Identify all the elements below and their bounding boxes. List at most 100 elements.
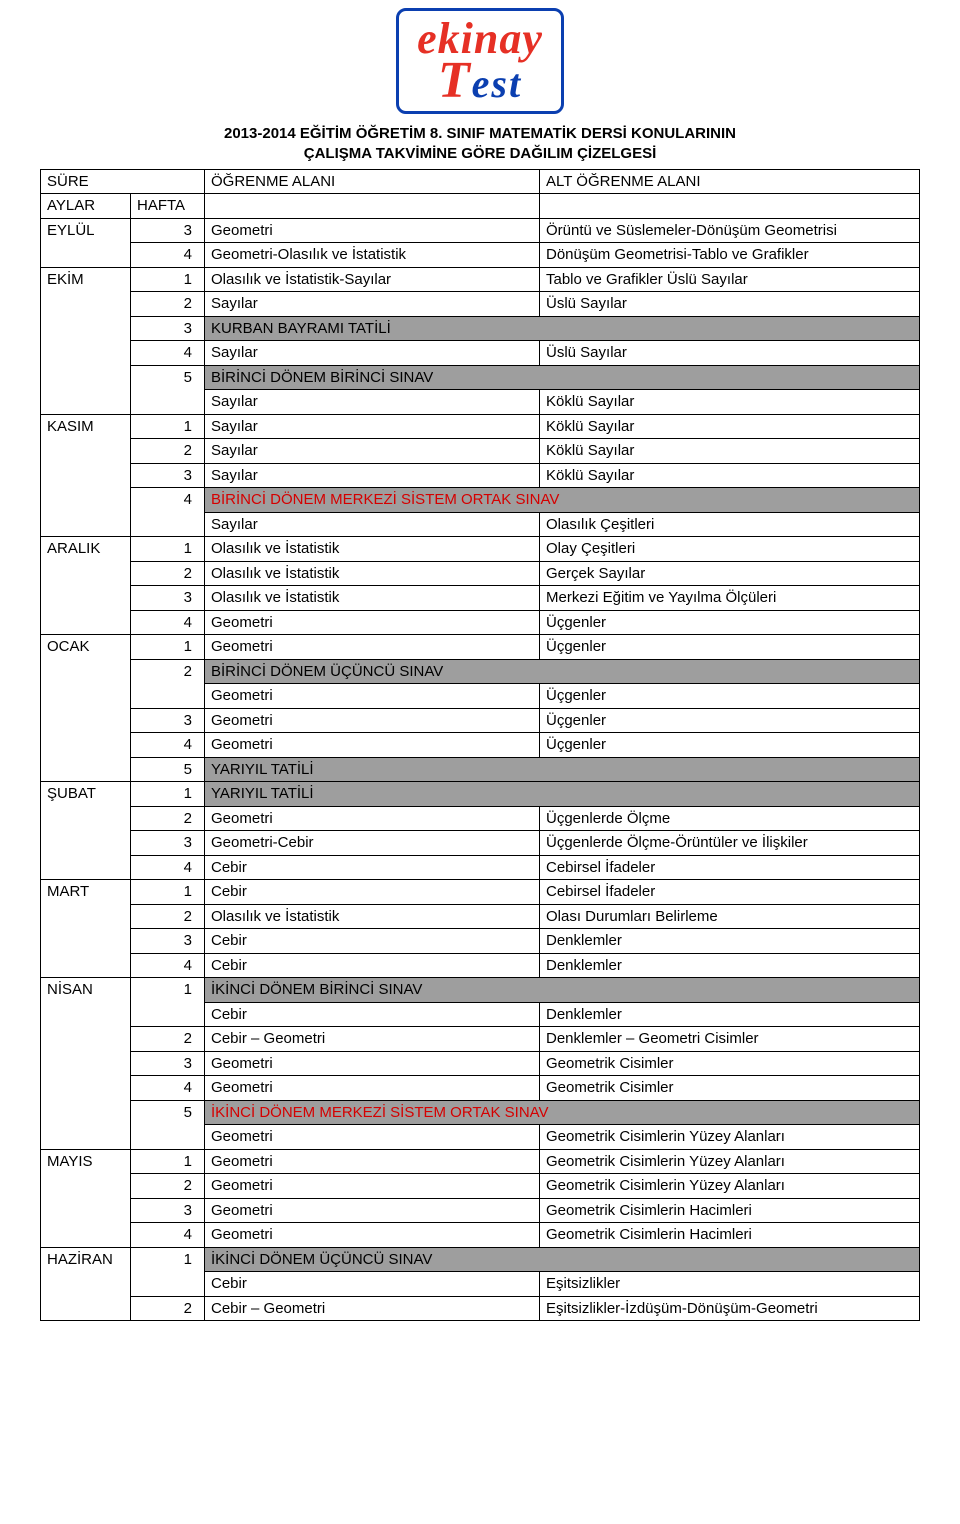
- topic-cell: Üçgenler: [540, 708, 920, 733]
- table-row: HAZİRAN 1 İKİNCİ DÖNEM ÜÇÜNCÜ SINAV: [41, 1247, 920, 1272]
- subject-cell: Cebir – Geometri: [205, 1027, 540, 1052]
- month-mayis: MAYIS: [41, 1149, 131, 1247]
- table-row: 3 Olasılık ve İstatistik Merkezi Eğitim …: [41, 586, 920, 611]
- week-num: 1: [131, 635, 205, 660]
- table-row: ŞUBAT 1 YARIYIL TATİLİ: [41, 782, 920, 807]
- week-num: 4: [131, 855, 205, 880]
- month-ocak: OCAK: [41, 635, 131, 782]
- topic-cell: Eşitsizlikler: [540, 1272, 920, 1297]
- subject-cell: Geometri: [205, 218, 540, 243]
- subject-cell: Cebir: [205, 880, 540, 905]
- topic-cell: Üçgenlerde Ölçme: [540, 806, 920, 831]
- exam-banner: İKİNCİ DÖNEM BİRİNCİ SINAV: [205, 978, 920, 1003]
- topic-cell: Eşitsizlikler-İzdüşüm-Dönüşüm-Geometri: [540, 1296, 920, 1321]
- week-num: 2: [131, 1296, 205, 1321]
- week-num: 2: [131, 439, 205, 464]
- central-exam-banner: İKİNCİ DÖNEM MERKEZİ SİSTEM ORTAK SINAV: [205, 1100, 920, 1125]
- subject-cell: Sayılar: [205, 463, 540, 488]
- month-aralik: ARALIK: [41, 537, 131, 635]
- topic-cell: Geometrik Cisimler: [540, 1051, 920, 1076]
- week-num: 3: [131, 1051, 205, 1076]
- table-row: 3 Geometri-Cebir Üçgenlerde Ölçme-Örüntü…: [41, 831, 920, 856]
- week-num: 4: [131, 243, 205, 268]
- subject-cell: Olasılık ve İstatistik: [205, 537, 540, 562]
- month-kasim: KASIM: [41, 414, 131, 537]
- table-row: 2 BİRİNCİ DÖNEM ÜÇÜNCÜ SINAV: [41, 659, 920, 684]
- subject-cell: Olasılık ve İstatistik: [205, 904, 540, 929]
- month-eylul: EYLÜL: [41, 218, 131, 267]
- subject-cell: Geometri: [205, 1198, 540, 1223]
- table-row: 2 Sayılar Köklü Sayılar: [41, 439, 920, 464]
- subject-cell: Sayılar: [205, 512, 540, 537]
- holiday-banner: YARIYIL TATİLİ: [205, 782, 920, 807]
- topic-cell: Geometrik Cisimlerin Yüzey Alanları: [540, 1149, 920, 1174]
- subject-cell: Cebir: [205, 953, 540, 978]
- week-num: 3: [131, 316, 205, 341]
- week-num: 4: [131, 733, 205, 758]
- empty-cell: [205, 194, 540, 219]
- month-haziran: HAZİRAN: [41, 1247, 131, 1321]
- topic-cell: Üslü Sayılar: [540, 341, 920, 366]
- subject-cell: Geometri: [205, 1051, 540, 1076]
- table-row: 4 Geometri Geometrik Cisimlerin Hacimler…: [41, 1223, 920, 1248]
- topic-cell: Geometrik Cisimlerin Hacimleri: [540, 1223, 920, 1248]
- table-row: 4 Geometri Üçgenler: [41, 610, 920, 635]
- table-row: 3 KURBAN BAYRAMI TATİLİ: [41, 316, 920, 341]
- topic-cell: Denklemler: [540, 929, 920, 954]
- subject-cell: Geometri: [205, 1149, 540, 1174]
- topic-cell: Köklü Sayılar: [540, 414, 920, 439]
- table-row: 2 Cebir – Geometri Eşitsizlikler-İzdüşüm…: [41, 1296, 920, 1321]
- topic-cell: Cebirsel İfadeler: [540, 855, 920, 880]
- week-num: 1: [131, 880, 205, 905]
- document-title: 2013-2014 EĞİTİM ÖĞRETİM 8. SINIF MATEMA…: [40, 124, 920, 165]
- topic-cell: Köklü Sayılar: [540, 390, 920, 415]
- table-row: 3 Geometri Geometrik Cisimler: [41, 1051, 920, 1076]
- subject-cell: Cebir: [205, 929, 540, 954]
- table-row: 4 BİRİNCİ DÖNEM MERKEZİ SİSTEM ORTAK SIN…: [41, 488, 920, 513]
- topic-cell: Geometrik Cisimler: [540, 1076, 920, 1101]
- week-num: 4: [131, 953, 205, 978]
- week-num: 2: [131, 1027, 205, 1052]
- topic-cell: Olay Çeşitleri: [540, 537, 920, 562]
- table-row: 4 Cebir Denklemler: [41, 953, 920, 978]
- topic-cell: Cebirsel İfadeler: [540, 880, 920, 905]
- table-row: 2 Olasılık ve İstatistik Gerçek Sayılar: [41, 561, 920, 586]
- table-row: OCAK 1 Geometri Üçgenler: [41, 635, 920, 660]
- week-num: 2: [131, 806, 205, 831]
- subject-cell: Sayılar: [205, 292, 540, 317]
- header-aylar: AYLAR: [41, 194, 131, 219]
- table-row: 3 Geometri Geometrik Cisimlerin Hacimler…: [41, 1198, 920, 1223]
- subject-cell: Geometri: [205, 1223, 540, 1248]
- topic-cell: Denklemler: [540, 1002, 920, 1027]
- table-row: NİSAN 1 İKİNCİ DÖNEM BİRİNCİ SINAV: [41, 978, 920, 1003]
- title-line1: 2013-2014 EĞİTİM ÖĞRETİM 8. SINIF MATEMA…: [40, 124, 920, 144]
- table-row: MAYIS 1 Geometri Geometrik Cisimlerin Yü…: [41, 1149, 920, 1174]
- week-num: 2: [131, 659, 205, 708]
- week-num: 4: [131, 341, 205, 366]
- topic-cell: Köklü Sayılar: [540, 439, 920, 464]
- week-num: 2: [131, 292, 205, 317]
- topic-cell: Üçgenler: [540, 684, 920, 709]
- week-num: 3: [131, 586, 205, 611]
- table-row: KASIM 1 Sayılar Köklü Sayılar: [41, 414, 920, 439]
- subject-cell: Geometri: [205, 806, 540, 831]
- subject-cell: Geometri-Olasılık ve İstatistik: [205, 243, 540, 268]
- table-row: 2 Olasılık ve İstatistik Olası Durumları…: [41, 904, 920, 929]
- week-num: 3: [131, 218, 205, 243]
- header-row-2: AYLAR HAFTA: [41, 194, 920, 219]
- topic-cell: Olasılık Çeşitleri: [540, 512, 920, 537]
- subject-cell: Geometri-Cebir: [205, 831, 540, 856]
- subject-cell: Olasılık ve İstatistik-Sayılar: [205, 267, 540, 292]
- topic-cell: Üçgenler: [540, 635, 920, 660]
- subject-cell: Cebir: [205, 1002, 540, 1027]
- subject-cell: Cebir: [205, 1272, 540, 1297]
- week-num: 3: [131, 708, 205, 733]
- week-num: 2: [131, 561, 205, 586]
- week-num: 1: [131, 782, 205, 807]
- week-num: 4: [131, 1076, 205, 1101]
- week-num: 4: [131, 1223, 205, 1248]
- exam-banner: BİRİNCİ DÖNEM ÜÇÜNCÜ SINAV: [205, 659, 920, 684]
- topic-cell: Denklemler: [540, 953, 920, 978]
- week-num: 3: [131, 463, 205, 488]
- month-ekim: EKİM: [41, 267, 131, 414]
